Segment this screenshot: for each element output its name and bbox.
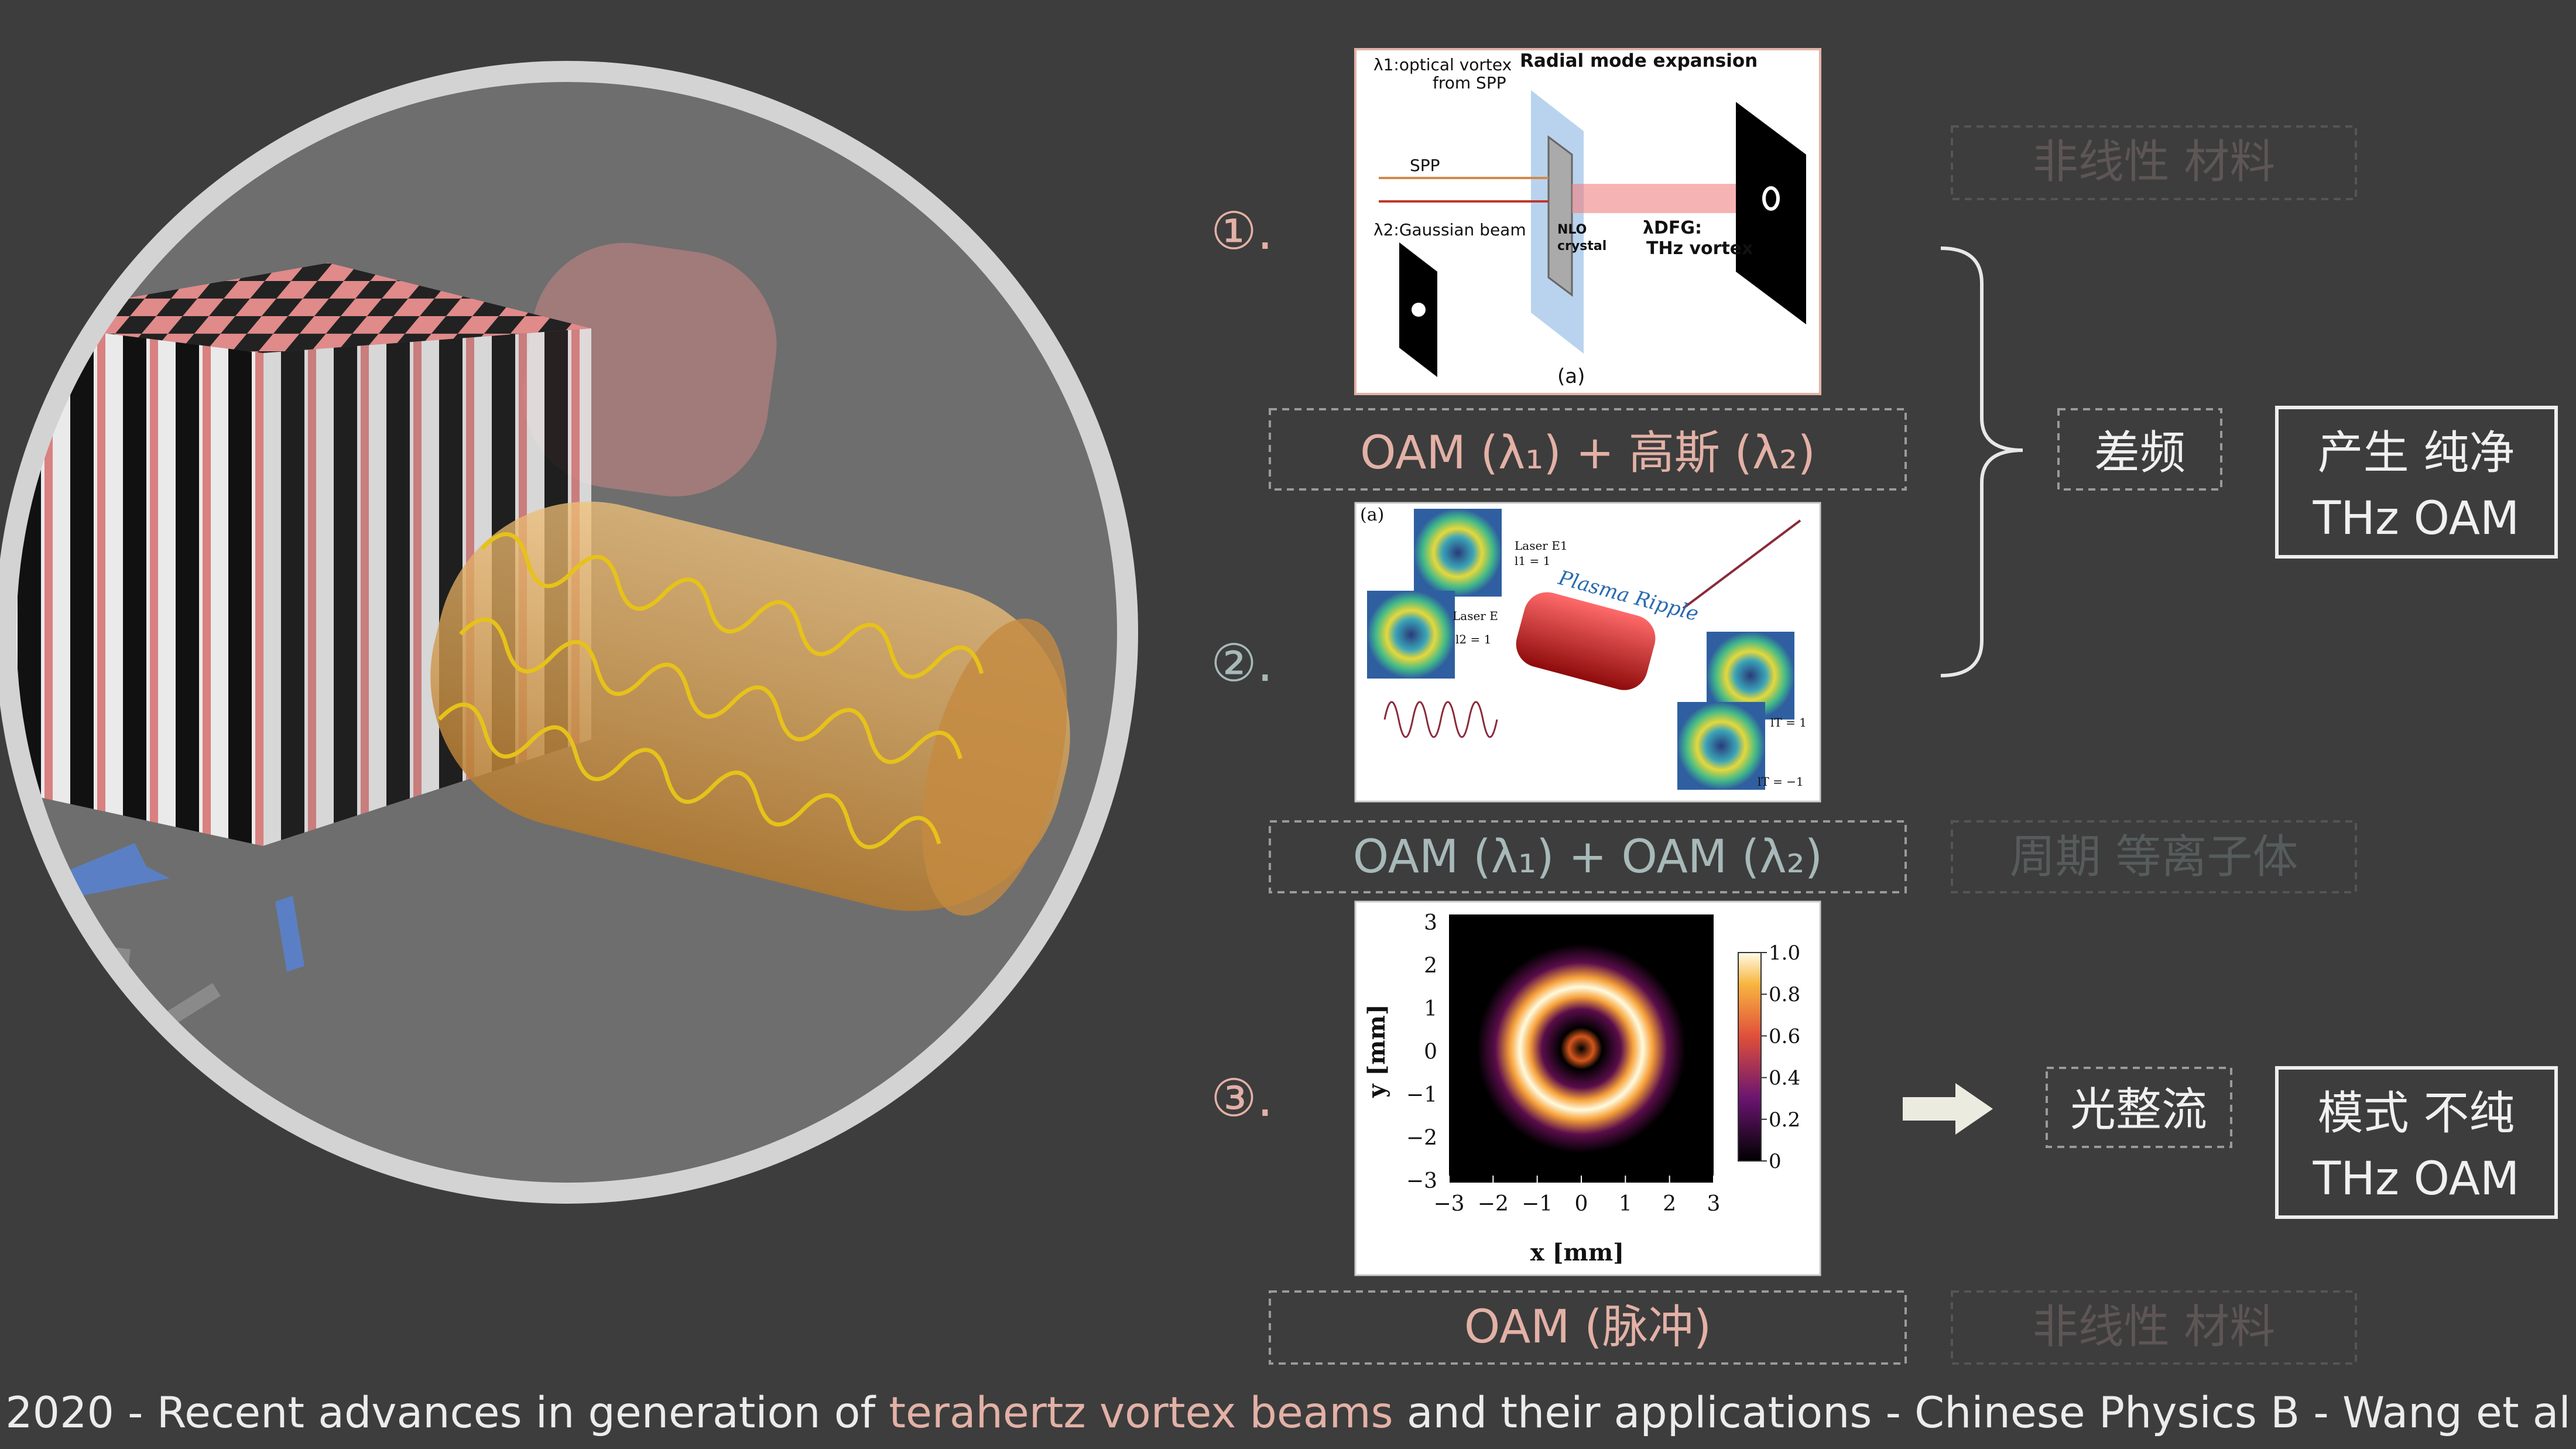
y-tick-label: 3	[1424, 911, 1437, 935]
process-label: 光整流	[2070, 1084, 2207, 1136]
y-tick-label: 0	[1424, 1040, 1437, 1064]
material-box	[1951, 125, 2357, 200]
source-label: OAM (λ₁) + OAM (λ₂)	[1353, 831, 1823, 883]
colorbar-label: 0.6	[1769, 1025, 1800, 1048]
brace	[1940, 246, 2023, 677]
figure-label: lT = 1	[1770, 715, 1807, 729]
material-label: 周期 等离子体	[2010, 831, 2298, 883]
figure-label: (a)	[1557, 365, 1585, 388]
process-label: 差频	[2094, 427, 2186, 479]
figure-label: lT = −1	[1758, 775, 1804, 789]
x-tick-label: −3	[1433, 1192, 1464, 1216]
figure-label: Laser E1	[1515, 539, 1568, 553]
figure-dfg: λ1:optical vortex from SPP Radial mode e…	[1354, 48, 1821, 395]
source-box	[1269, 408, 1907, 491]
axis-label: y [mm]	[1363, 1004, 1390, 1098]
result-box	[2275, 1066, 2558, 1219]
source-label: OAM (λ₁) + 高斯 (λ₂)	[1360, 427, 1815, 479]
colorbar-label: 0.2	[1769, 1108, 1800, 1132]
result-label: THz OAM	[2313, 1153, 2520, 1205]
figure-label: l2 = 1	[1455, 632, 1491, 646]
colorbar-label: 0	[1769, 1150, 1782, 1173]
figure-label: from SPP	[1433, 73, 1506, 93]
x-tick-label: 2	[1663, 1192, 1676, 1216]
footer: 2020 - Recent advances in generation of …	[5, 1388, 2571, 1438]
process-box	[2057, 408, 2222, 491]
result-label: 产生 纯净	[2318, 427, 2515, 479]
figure-label: λ1:optical vortex	[1373, 55, 1512, 74]
source-label: OAM (脉冲)	[1464, 1301, 1711, 1354]
colorbar-label: 0.8	[1769, 983, 1800, 1006]
step-number: ①.	[1211, 201, 1273, 261]
result-label: THz OAM	[2313, 492, 2520, 545]
step-number: ③.	[1211, 1068, 1273, 1128]
x-tick-label: 1	[1619, 1192, 1632, 1216]
footer-highlight: terahertz vortex beams	[889, 1388, 1393, 1438]
x-tick-label: 0	[1575, 1192, 1588, 1216]
x-tick-label: −2	[1478, 1192, 1509, 1216]
result-label: 模式 不纯	[2318, 1087, 2515, 1140]
y-tick-label: −2	[1406, 1126, 1437, 1150]
material-box	[1951, 820, 2357, 893]
figure-plasma: (a) Plasma Ripple Laser E1 l1 = 1 Laser …	[1354, 502, 1821, 803]
footer-text: and their applications - Chinese Physics…	[1393, 1388, 2571, 1438]
figure-label: Laser E	[1453, 609, 1498, 623]
material-label: 非线性 材料	[2033, 136, 2276, 189]
material-label: 非线性 材料	[2033, 1301, 2276, 1354]
x-tick-label: −1	[1522, 1192, 1553, 1216]
y-tick-label: 2	[1424, 954, 1437, 978]
colorbar-label: 0.4	[1769, 1067, 1800, 1090]
y-tick-label: −1	[1406, 1083, 1437, 1107]
figure-label: THz vortex	[1646, 238, 1753, 259]
figure-label: (a)	[1360, 505, 1384, 525]
process-box	[2046, 1067, 2232, 1148]
footer-text: 2020 - Recent advances in generation of	[5, 1388, 889, 1438]
material-box	[1951, 1290, 2357, 1365]
figure-label: NLO	[1557, 222, 1587, 237]
figure-label: λDFG:	[1643, 218, 1702, 238]
source-box	[1269, 820, 1907, 893]
x-tick-label: 3	[1707, 1192, 1721, 1216]
y-tick-label: −3	[1406, 1169, 1437, 1193]
figure-label: crystal	[1557, 239, 1606, 254]
arrow	[1903, 1083, 1993, 1135]
illustration	[0, 61, 1138, 1204]
step-number: ②.	[1211, 633, 1273, 693]
figure-label: λ2:Gaussian beam	[1373, 220, 1526, 239]
colorbar-label: 1.0	[1769, 941, 1800, 965]
figure-label: Radial mode expansion	[1520, 50, 1758, 71]
figure-profile: x [mm] y [mm] −3 −2 −1 0 1 2 3 3 2 1 0 −1 −2 −3 1.0 0.8…	[1354, 900, 1821, 1276]
figure-label: SPP	[1410, 156, 1440, 175]
source-box	[1269, 1290, 1907, 1365]
y-tick-label: 1	[1424, 997, 1437, 1021]
figure-label: l1 = 1	[1515, 554, 1550, 568]
axis-label: x [mm]	[1530, 1239, 1624, 1266]
result-box	[2275, 406, 2558, 559]
